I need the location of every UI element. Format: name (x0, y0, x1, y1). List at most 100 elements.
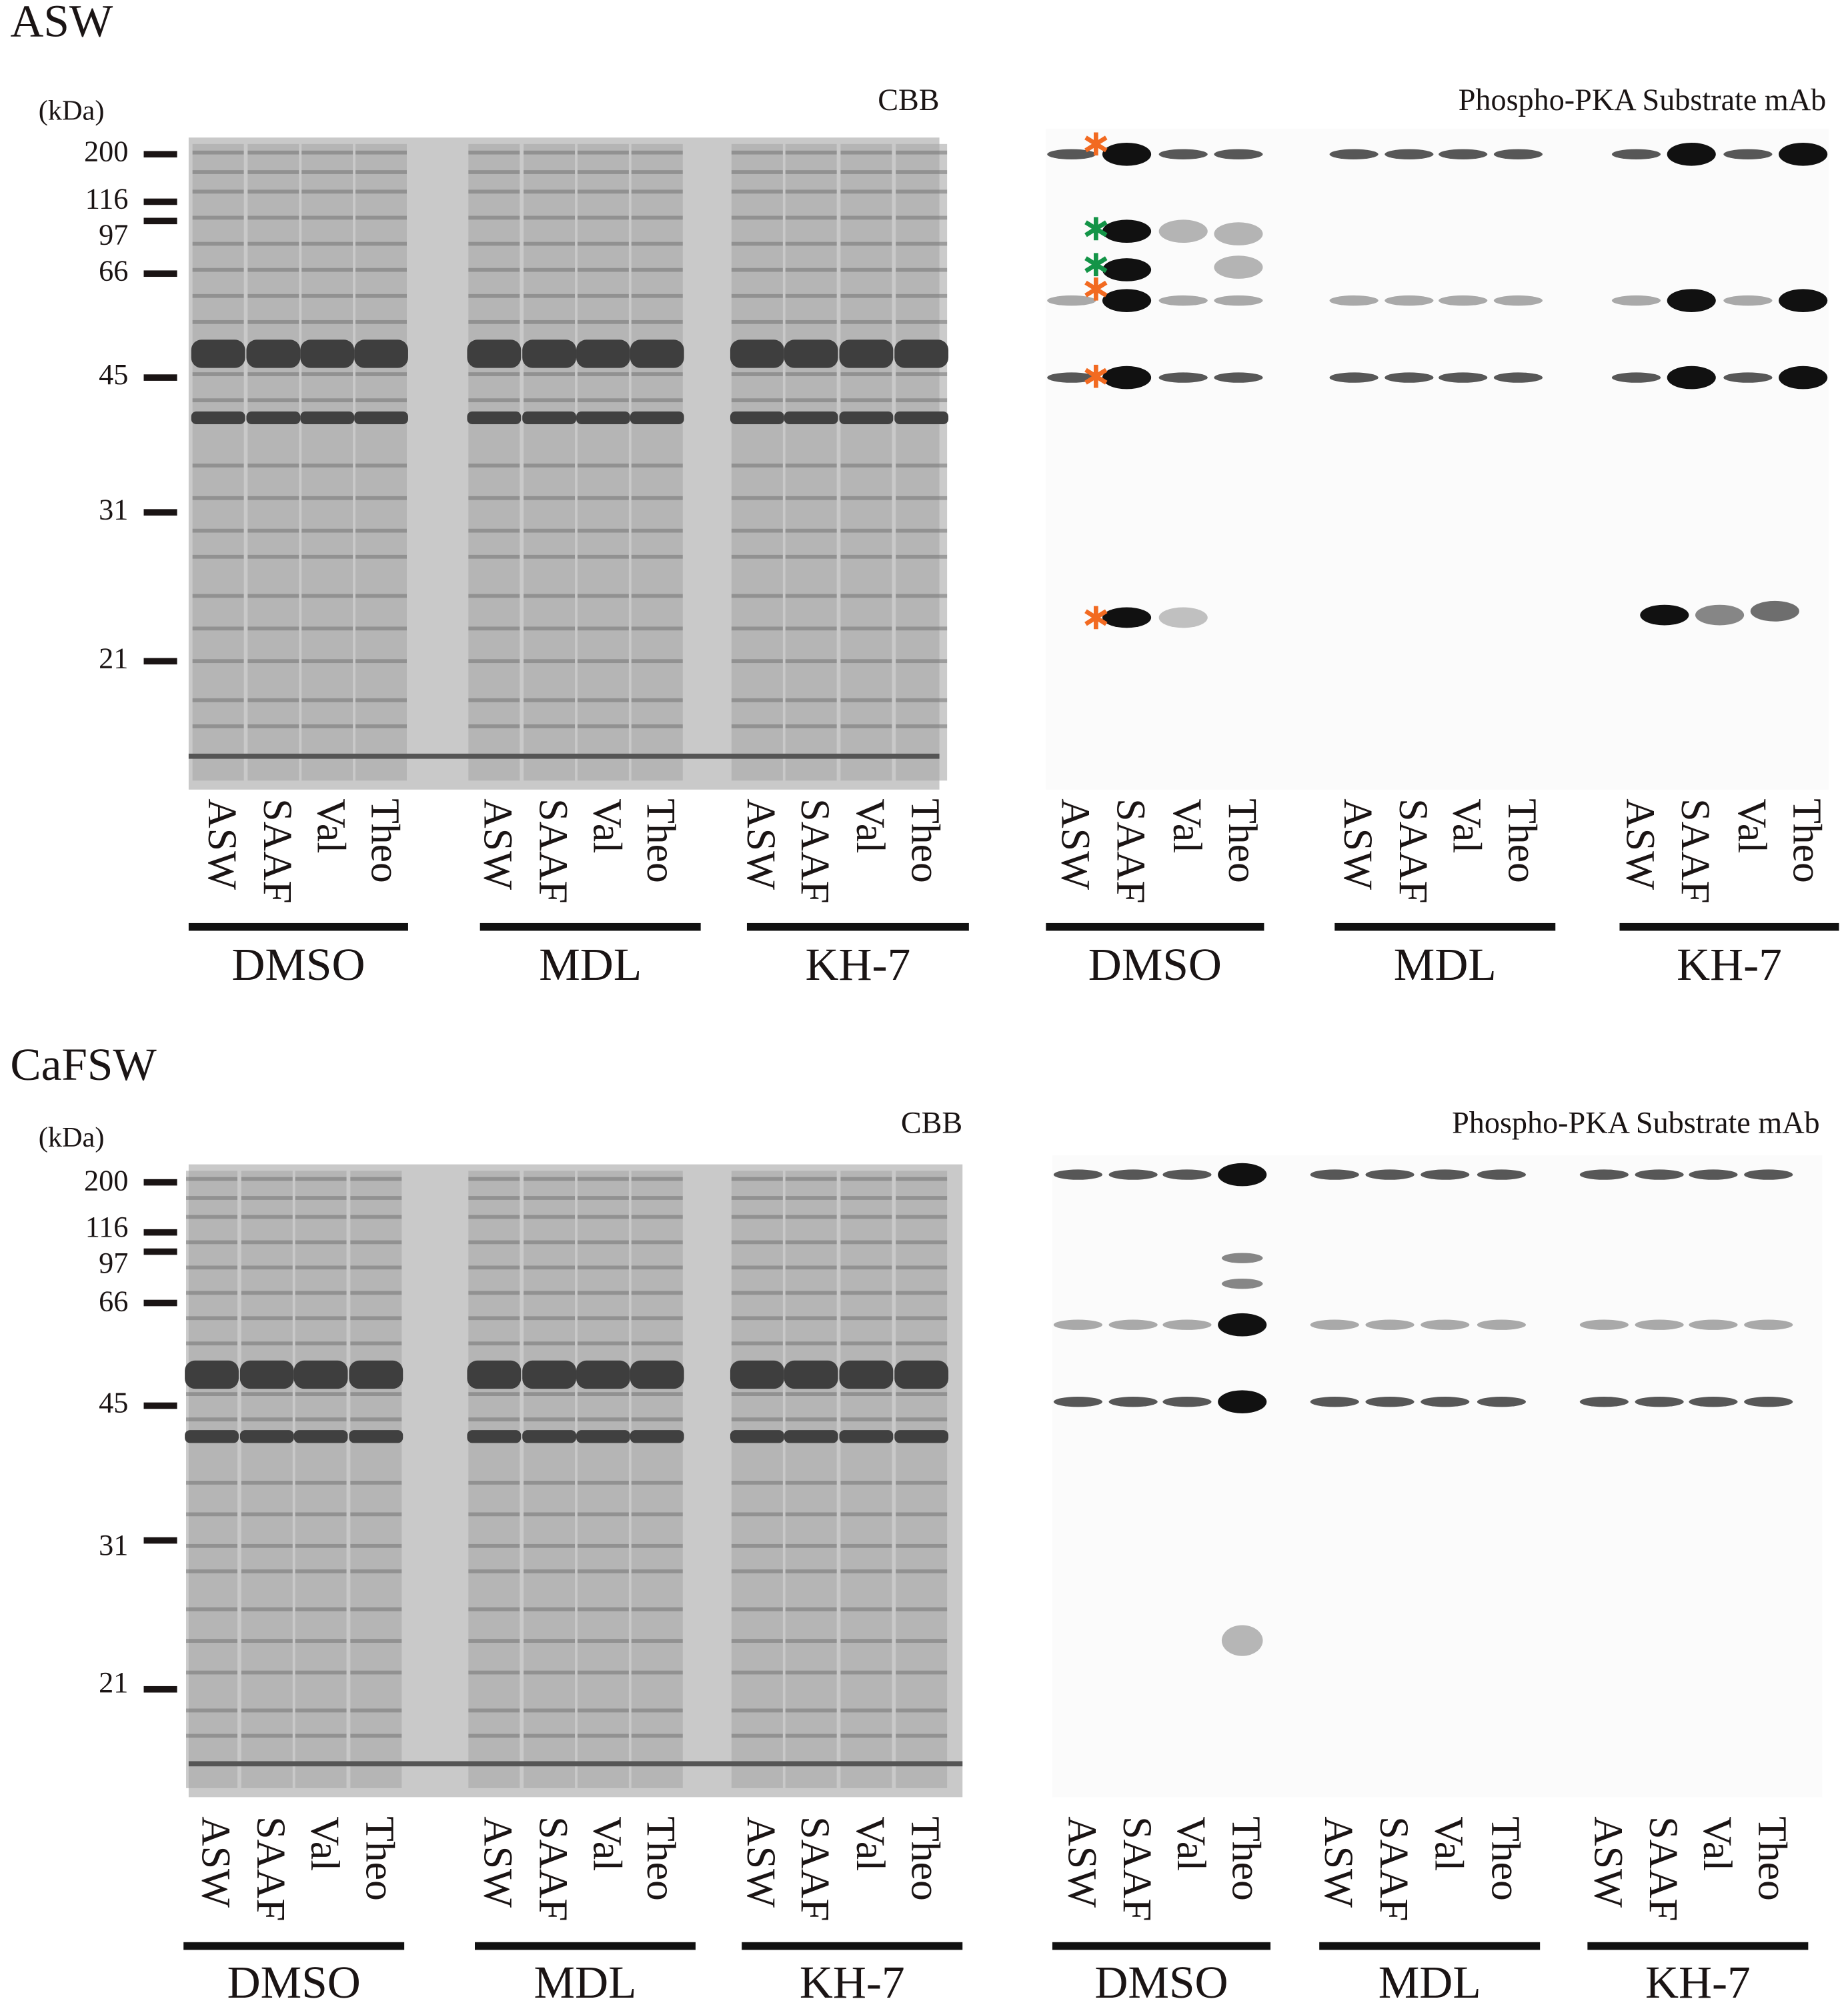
gel-band (522, 340, 577, 368)
gel-band (840, 1240, 892, 1245)
gel-band (524, 319, 576, 324)
gel-band (524, 698, 576, 702)
gel-band (896, 626, 948, 631)
gel-band (186, 1177, 237, 1181)
blot-band (1158, 295, 1208, 306)
gel-band (731, 1734, 783, 1738)
gel-band (247, 626, 299, 631)
blot-band (1779, 366, 1828, 390)
lane-label: SAAF (255, 798, 300, 903)
gel-band (731, 1639, 783, 1643)
gel-band (730, 411, 784, 425)
gel-band (186, 1481, 237, 1485)
gel-band (785, 724, 837, 728)
gel-band (896, 659, 948, 664)
gel-lane (785, 143, 837, 781)
gel-band (785, 1240, 837, 1245)
marker-label: 116 (85, 1211, 129, 1243)
asterisk (1084, 217, 1108, 241)
gel-lane (295, 1171, 347, 1788)
gel-band (301, 293, 353, 298)
gel-band (631, 1196, 683, 1200)
gel-band (896, 372, 948, 376)
gel-band (731, 1291, 783, 1295)
gel-band (524, 1734, 576, 1738)
gel-band (524, 241, 576, 246)
gel-band (524, 594, 576, 598)
gel-band (896, 724, 948, 728)
gel-band (840, 464, 892, 468)
blot-background (1046, 128, 1829, 790)
gel-band (896, 528, 948, 533)
gel-band (301, 150, 353, 155)
blot-band (1102, 289, 1152, 312)
gel-lane (785, 1171, 837, 1788)
gel-band (840, 1215, 892, 1219)
gel-band (576, 411, 630, 425)
marker-label: 200 (84, 1165, 128, 1197)
blot-background (1052, 1155, 1823, 1798)
gel-band (840, 293, 892, 298)
asterisk (1084, 132, 1108, 156)
gel-band (468, 594, 520, 598)
blot-band (1158, 149, 1208, 159)
gel-band (631, 1607, 683, 1611)
gel-band (186, 1240, 237, 1245)
gel-band (840, 398, 892, 403)
lane-label: Val (1168, 1816, 1214, 1871)
gel-band (246, 411, 301, 425)
gel-band (355, 698, 407, 702)
gel-band (468, 554, 520, 559)
blot-band (1214, 255, 1263, 279)
gel-band (896, 464, 948, 468)
gel-band (896, 496, 948, 500)
blot-band (1365, 1396, 1415, 1407)
gel-band (631, 1569, 683, 1573)
lane-label: Val (848, 798, 893, 853)
blot-band (1102, 258, 1152, 281)
gel-band (731, 293, 783, 298)
lane-label: ASW (476, 1816, 521, 1908)
gel-band (247, 267, 299, 272)
gel-band (295, 1670, 347, 1675)
gel-band (468, 724, 520, 728)
gel-band (192, 626, 244, 631)
lane-label: Theo (362, 798, 407, 883)
blot-band (1102, 219, 1152, 243)
gel-band (731, 1341, 783, 1346)
gel-band (631, 626, 683, 631)
marker-tick (143, 1402, 177, 1409)
blot-band (1214, 149, 1263, 159)
gel-band (840, 659, 892, 664)
gel-band (730, 340, 784, 368)
gel-band (840, 170, 892, 174)
gel-band (731, 528, 783, 533)
gel-band (192, 372, 244, 376)
gel-band (840, 1512, 892, 1517)
gel-band (467, 1430, 522, 1443)
gel-band (896, 1481, 948, 1485)
marker-label: 66 (99, 254, 128, 287)
gel-band (577, 1196, 629, 1200)
gel-band (192, 496, 244, 500)
gel-lane (731, 143, 783, 781)
gel-band (631, 372, 683, 376)
gel-band (785, 372, 837, 376)
group-label: MDL (1394, 938, 1497, 990)
gel-band (247, 724, 299, 728)
gel-band (192, 215, 244, 220)
gel-band (577, 594, 629, 598)
lane-label: ASW (1585, 1816, 1631, 1908)
gel-band (577, 724, 629, 728)
marker-tick (143, 198, 177, 205)
gel-band (840, 698, 892, 702)
group-label: DMSO (1088, 938, 1222, 990)
gel-band (840, 1341, 892, 1346)
gel-band (524, 150, 576, 155)
gel-band (577, 1417, 629, 1421)
gel-band (192, 293, 244, 298)
gel-band (468, 1316, 520, 1321)
gel-band (186, 1512, 237, 1517)
blot-band (1162, 1169, 1212, 1180)
gel-band (731, 464, 783, 468)
